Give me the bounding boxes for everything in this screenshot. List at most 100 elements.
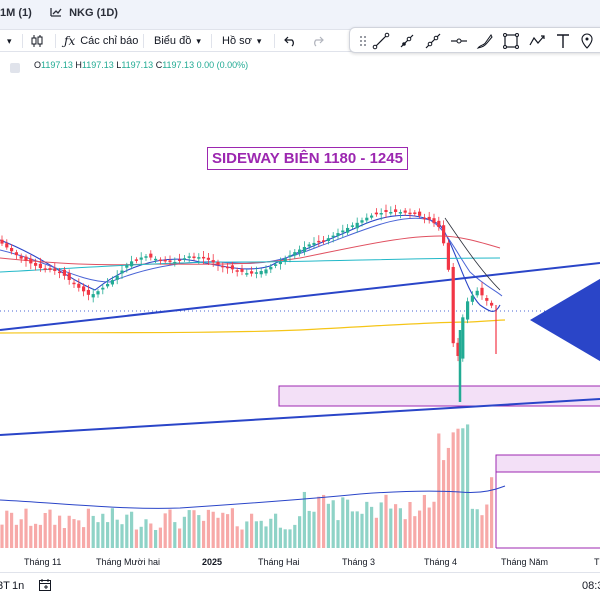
volume-bar [326,503,330,548]
text-icon[interactable] [554,32,572,50]
volume-bar [91,515,95,548]
candle-body [365,217,369,221]
candle-body [197,257,201,259]
pin-icon[interactable] [578,32,596,50]
candle-body [125,265,129,268]
candle-body [154,258,158,261]
candle-body [58,271,62,274]
candle-body [254,272,258,274]
volume-bar [466,424,470,548]
candle-body [245,273,249,275]
volume-bar [394,504,398,548]
downtrend-ray [444,217,501,291]
legend-toggle[interactable] [10,63,20,73]
candle-body [67,273,71,280]
candle-body [206,257,210,260]
volume-bar [216,517,220,548]
range-1n-button[interactable]: 1n [12,580,25,592]
volume-bar [77,520,81,548]
support-zone [278,385,600,407]
volume-bar [269,518,273,548]
volume-bar [86,508,90,548]
toolbar-divider [274,34,275,48]
sideway-annotation[interactable]: SIDEWAY BIÊN 1180 - 1245 [207,147,408,170]
drag-handle-icon[interactable] [354,32,372,50]
candle-body [307,244,311,247]
ma-fast [0,214,501,312]
chart-type-button[interactable]: Biểu đồ ▾ [154,35,201,47]
candle-body [302,246,306,252]
volume-bar [149,523,153,548]
candle-body [158,259,162,262]
profile-button[interactable]: Hồ sơ ▾ [222,35,262,47]
trendline-icon[interactable] [372,32,390,50]
tab-1m[interactable]: 1M (1) [0,7,32,19]
rectangle-icon[interactable] [502,32,520,50]
volume-bar [398,508,402,548]
volume-bar [106,522,110,548]
volume-bar [115,519,119,548]
candle-body [461,317,465,359]
volume-bar [29,525,33,548]
trendline-upper [0,262,600,331]
range-3t-button[interactable]: 3T [0,580,10,592]
candle-body [19,256,23,259]
chart-tabs: 1M (1) NKG (1D) [0,0,600,30]
volume-zone [495,454,600,473]
volume-bar [182,516,186,548]
time-label: Tháng 4 [424,557,458,567]
chart-tab-icon [50,8,62,17]
extended-line-icon[interactable] [424,32,442,50]
volume-bar [130,511,134,548]
candle-body [178,259,182,261]
indicators-button[interactable]: ƒx Các chỉ báo [64,34,139,48]
volume-bar [139,526,143,548]
candle-body [370,215,374,218]
volume-bar [413,516,417,548]
candle-body [427,216,431,220]
time-label: Tháng 11 [24,557,62,567]
candle-body [355,222,359,229]
candle-body [216,262,220,265]
volume-bar [298,516,302,548]
volume-bar [211,511,215,548]
candle-body [144,256,148,258]
path-icon[interactable] [528,32,546,50]
candle-body [62,269,66,276]
ray-icon[interactable] [398,32,416,50]
candles-icon [31,35,43,47]
brush-icon[interactable] [476,32,494,50]
volume-bar [446,447,450,548]
candle-body [29,258,33,264]
redo-button[interactable] [311,33,324,49]
candle-body [394,209,398,212]
candles-button[interactable] [30,33,44,49]
candle-body [134,259,138,261]
volume-bar [432,501,436,548]
interval-chevron[interactable]: ▾ [2,33,12,49]
price-chart[interactable] [0,76,600,550]
candle-body [139,257,143,260]
candle-body [192,256,196,258]
candle-body [442,225,446,244]
volume-bar [72,519,76,548]
candle-body [379,213,383,215]
volume-bar [461,428,465,548]
candle-body [202,256,206,259]
goto-date-button[interactable] [38,578,52,595]
undo-button[interactable] [284,33,297,49]
horizontal-line-icon[interactable] [450,32,468,50]
candle-body [106,283,110,287]
candle-body [456,342,460,356]
volume-bar [427,507,431,548]
candle-body [130,261,134,267]
volume-bar [168,509,172,548]
volume-bar [374,517,378,548]
chevron-down-icon: ▾ [7,35,12,46]
volume-bar [422,494,426,548]
candle-body [374,212,378,215]
tab-nkg[interactable]: NKG (1D) [50,7,118,19]
time-label: 2025 [202,557,223,567]
volume-bar [283,529,287,548]
toolbar-divider [55,34,56,48]
